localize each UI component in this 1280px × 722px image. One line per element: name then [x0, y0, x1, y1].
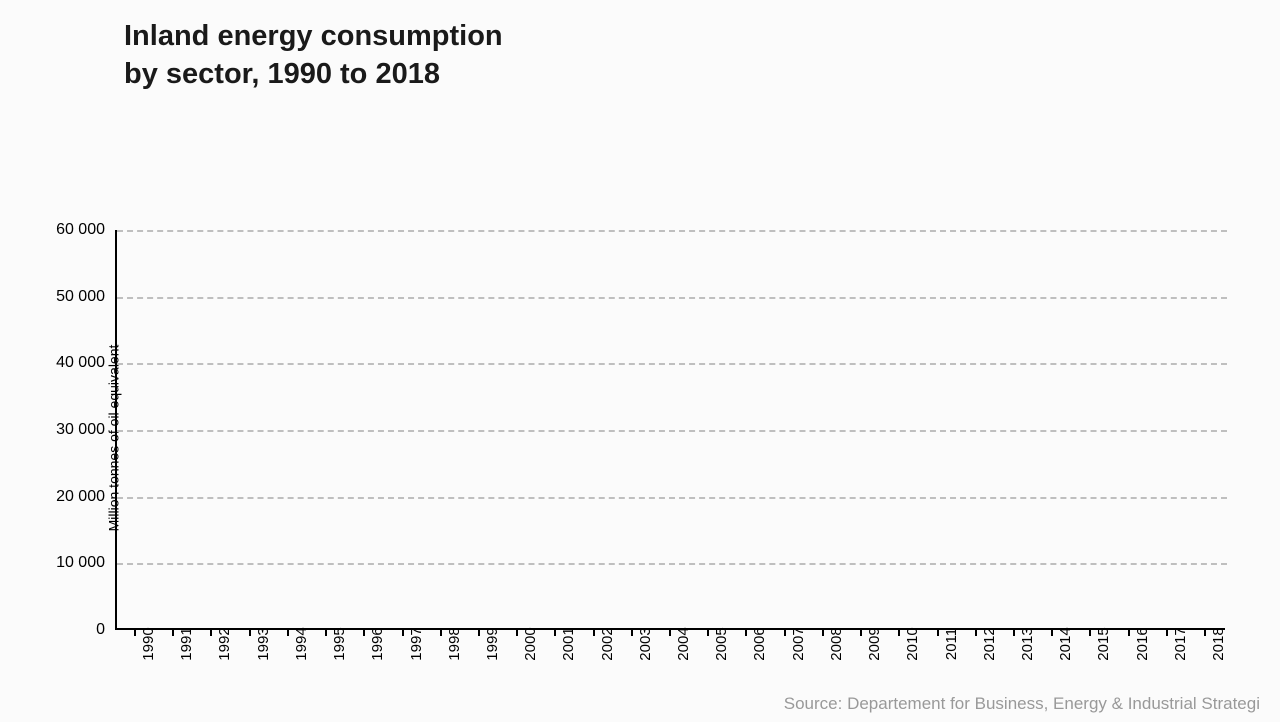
xtick-label: 1994 — [293, 627, 310, 660]
xtick — [937, 630, 939, 636]
xtick — [1128, 630, 1130, 636]
xtick — [975, 630, 977, 636]
xtick-label: 2004 — [675, 627, 692, 660]
xtick — [822, 630, 824, 636]
xtick-label: 1991 — [178, 627, 195, 660]
xtick — [784, 630, 786, 636]
xtick — [210, 630, 212, 636]
xtick-label: 1996 — [369, 627, 386, 660]
xtick-label: 1997 — [408, 627, 425, 660]
xtick — [249, 630, 251, 636]
xtick-label: 2008 — [828, 627, 845, 660]
xtick-label: 2000 — [522, 627, 539, 660]
ytick-label: 30 000 — [25, 421, 105, 439]
xtick-label: 2015 — [1095, 627, 1112, 660]
xtick-label: 2005 — [713, 627, 730, 660]
xtick-label: 2011 — [943, 628, 960, 660]
xtick — [554, 630, 556, 636]
ytick-label: 0 — [25, 621, 105, 639]
xtick — [363, 630, 365, 636]
gridline — [117, 430, 1227, 432]
xtick-label: 2014 — [1057, 627, 1074, 660]
xtick — [134, 630, 136, 636]
xtick-label: 2013 — [1019, 627, 1036, 660]
title-line-2: by sector, 1990 to 2018 — [124, 58, 440, 90]
ytick-label: 50 000 — [25, 288, 105, 306]
xtick — [287, 630, 289, 636]
xtick — [669, 630, 671, 636]
title-line-1: Inland energy consumption — [124, 20, 503, 52]
xtick-label: 2012 — [981, 627, 998, 660]
xtick-label: 2002 — [599, 627, 616, 660]
xtick-label: 2010 — [904, 627, 921, 660]
xtick — [1166, 630, 1168, 636]
xtick-label: 2017 — [1172, 627, 1189, 660]
source-text: Source: Departement for Business, Energy… — [784, 694, 1260, 714]
xtick — [478, 630, 480, 636]
chart-title: Inland energy consumption by sector, 199… — [124, 18, 503, 93]
gridline — [117, 563, 1227, 565]
xtick-label: 2001 — [560, 627, 577, 660]
ytick-label: 40 000 — [25, 354, 105, 372]
xtick — [745, 630, 747, 636]
xtick-label: 1999 — [484, 627, 501, 660]
xtick — [898, 630, 900, 636]
xtick — [172, 630, 174, 636]
xtick-label: 1995 — [331, 627, 348, 660]
ytick-label: 10 000 — [25, 554, 105, 572]
gridline — [117, 230, 1227, 232]
xtick — [1204, 630, 1206, 636]
xtick-label: 1990 — [140, 627, 157, 660]
xtick-label: 1992 — [216, 627, 233, 660]
gridline — [117, 363, 1227, 365]
ytick-label: 20 000 — [25, 488, 105, 506]
xtick-label: 2007 — [790, 627, 807, 660]
xtick-label: 2018 — [1210, 627, 1227, 660]
xtick — [1051, 630, 1053, 636]
xtick — [402, 630, 404, 636]
xtick — [325, 630, 327, 636]
gridline — [117, 297, 1227, 299]
xtick-label: 1993 — [255, 627, 272, 660]
xtick-label: 2003 — [637, 627, 654, 660]
xtick-label: 2009 — [866, 627, 883, 660]
chart-container: Million tonnes of oil equivalent 010 000… — [115, 230, 1225, 630]
xtick — [707, 630, 709, 636]
xtick — [860, 630, 862, 636]
xtick-label: 1998 — [446, 627, 463, 660]
xtick — [516, 630, 518, 636]
xtick — [440, 630, 442, 636]
plot-area — [115, 230, 1225, 630]
xtick-label: 2006 — [751, 627, 768, 660]
xtick — [631, 630, 633, 636]
ytick-label: 60 000 — [25, 221, 105, 239]
xtick — [1089, 630, 1091, 636]
xtick-label: 2016 — [1134, 627, 1151, 660]
xtick — [1013, 630, 1015, 636]
gridline — [117, 497, 1227, 499]
xtick — [593, 630, 595, 636]
